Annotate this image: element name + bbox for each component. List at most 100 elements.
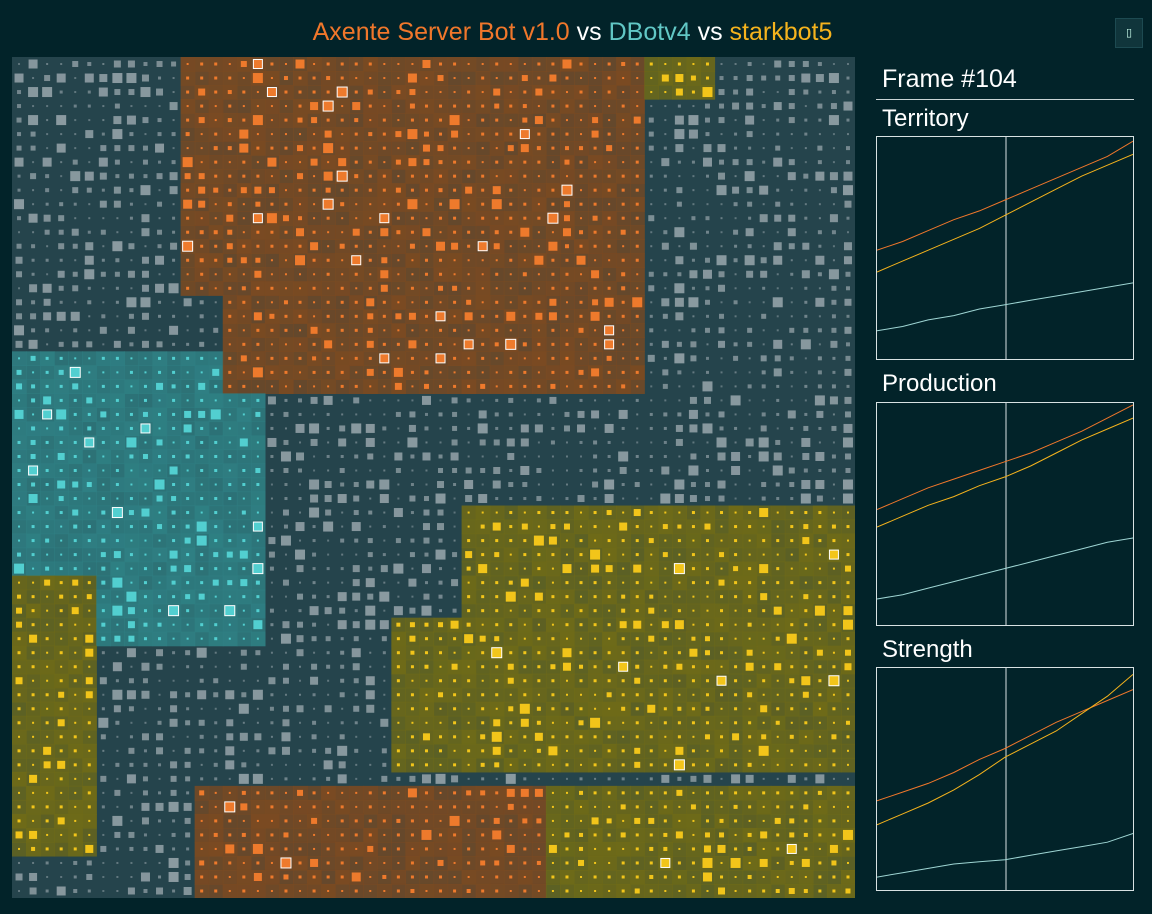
player-piece xyxy=(200,454,204,458)
player-piece xyxy=(114,635,121,642)
player-piece xyxy=(354,62,358,66)
player-piece xyxy=(720,749,724,753)
player-piece xyxy=(523,567,526,570)
player-piece xyxy=(101,440,105,444)
neutral-site xyxy=(481,399,484,402)
neutral-site xyxy=(14,73,24,83)
neutral-site xyxy=(115,720,120,725)
player-piece xyxy=(242,483,246,487)
neutral-site xyxy=(14,199,25,210)
player-piece xyxy=(424,370,429,375)
player-piece xyxy=(228,343,231,346)
player-piece xyxy=(580,525,583,528)
player-piece xyxy=(200,623,204,627)
player-piece xyxy=(762,609,766,613)
player-piece xyxy=(662,524,668,530)
neutral-site xyxy=(70,171,81,182)
player-piece xyxy=(818,511,822,515)
player-piece xyxy=(732,733,740,741)
player-piece xyxy=(88,469,91,472)
player-piece xyxy=(635,174,639,178)
neutral-site xyxy=(843,171,853,181)
player-piece xyxy=(101,398,105,402)
player-piece xyxy=(410,174,414,178)
neutral-site xyxy=(674,227,685,238)
player-piece xyxy=(832,623,836,627)
neutral-site xyxy=(775,75,781,81)
game-board[interactable] xyxy=(12,57,855,898)
neutral-site xyxy=(649,426,653,430)
player-piece xyxy=(720,763,723,766)
player-piece xyxy=(200,426,204,430)
player-piece xyxy=(579,62,583,66)
neutral-site xyxy=(451,439,458,446)
neutral-site xyxy=(46,343,49,346)
player-piece xyxy=(818,623,821,626)
player-piece xyxy=(369,203,372,206)
neutral-site xyxy=(604,494,614,504)
player-piece xyxy=(439,301,442,304)
neutral-site xyxy=(172,77,175,80)
neutral-site xyxy=(340,678,345,683)
player-piece xyxy=(116,567,119,570)
neutral-site xyxy=(814,395,825,406)
player-piece xyxy=(580,343,583,346)
player-piece xyxy=(154,479,165,490)
player-piece xyxy=(481,202,485,206)
player-piece xyxy=(142,453,148,459)
player-piece xyxy=(633,116,641,124)
player-piece xyxy=(565,76,569,80)
player-piece xyxy=(622,511,625,514)
neutral-site xyxy=(298,497,302,501)
neutral-site xyxy=(733,202,738,207)
player-piece xyxy=(45,511,49,515)
neutral-site xyxy=(214,721,218,725)
player-piece xyxy=(242,300,246,304)
player-piece xyxy=(15,677,23,685)
player-piece xyxy=(467,286,471,290)
player-piece xyxy=(158,399,161,402)
player-piece xyxy=(467,133,470,136)
neutral-site xyxy=(88,217,91,220)
player-piece xyxy=(252,563,264,575)
player-piece xyxy=(636,273,639,276)
neutral-site xyxy=(296,452,305,461)
player-piece xyxy=(101,566,106,571)
fullscreen-button[interactable]: ▯ xyxy=(1115,18,1143,48)
neutral-site xyxy=(158,189,161,192)
neutral-site xyxy=(411,567,414,570)
player-piece xyxy=(214,497,218,501)
player-piece xyxy=(395,313,402,320)
player-piece xyxy=(593,188,597,192)
player-piece xyxy=(299,273,302,276)
neutral-site xyxy=(565,497,569,501)
neutral-site xyxy=(579,468,583,472)
neutral-site xyxy=(340,650,345,655)
player-piece xyxy=(593,146,597,150)
player-piece xyxy=(158,595,162,599)
neutral-site xyxy=(101,258,105,262)
player-piece xyxy=(46,665,49,668)
player-piece xyxy=(284,385,287,388)
neutral-site xyxy=(649,314,653,318)
player-piece xyxy=(818,749,821,752)
neutral-site xyxy=(312,581,316,585)
player-name-2: DBotv4 xyxy=(608,18,691,46)
player-piece xyxy=(240,187,247,194)
neutral-site xyxy=(817,62,822,67)
neutral-site xyxy=(410,454,415,459)
player-piece xyxy=(284,314,288,318)
player-piece xyxy=(565,511,569,515)
player-piece xyxy=(424,791,428,795)
neutral-site xyxy=(340,482,345,487)
neutral-site xyxy=(325,747,332,754)
player-piece xyxy=(43,746,52,755)
player-piece xyxy=(256,497,259,500)
player-piece xyxy=(776,567,780,571)
player-piece xyxy=(831,734,837,740)
player-piece xyxy=(29,774,38,783)
neutral-site xyxy=(747,327,753,333)
player-piece xyxy=(494,636,500,642)
player-piece xyxy=(299,287,302,290)
player-piece xyxy=(311,117,318,124)
